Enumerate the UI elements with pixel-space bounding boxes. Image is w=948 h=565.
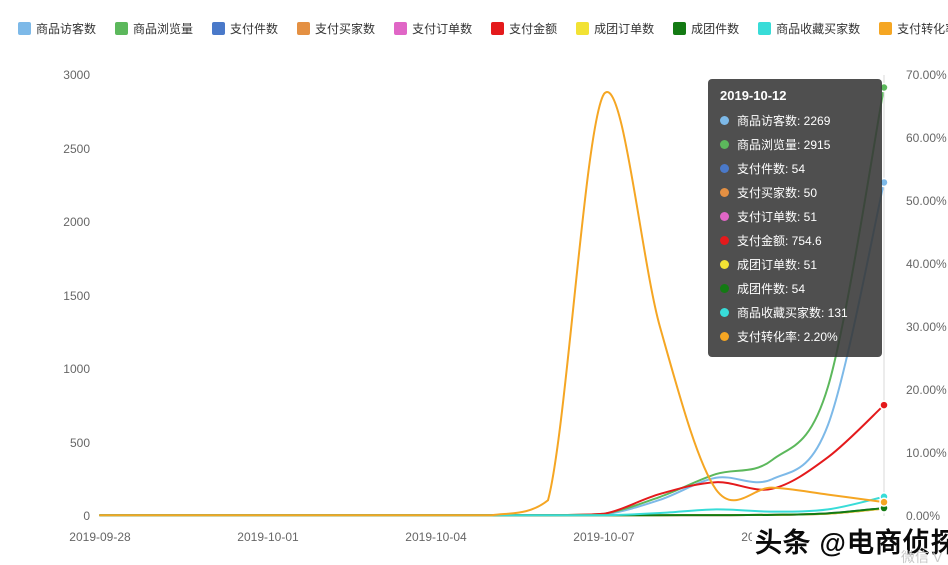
legend-label: 支付金额 [509, 22, 558, 36]
tooltip-rows: 商品访客数: 2269 商品浏览量: 2915 支付件数: 54 支付买家数: 50 支… [720, 108, 870, 348]
legend-label: 支付件数 [230, 22, 279, 36]
tooltip-row: 成团件数: 54 [720, 276, 870, 300]
tooltip-date: 2019-10-12 [720, 88, 787, 103]
legend-label: 商品访客数 [36, 22, 97, 36]
tooltip-row-text: 支付转化率: 2.20% [737, 329, 838, 344]
legend: 商品访客数 商品浏览量 支付件数 支付买家数 支付订单数 支付金额 成团订单数 成团件数 商品收… [18, 20, 948, 37]
left-axis-tick: 1000 [63, 362, 90, 376]
legend-swatch-icon [115, 22, 129, 35]
right-axis-tick: 30.00% [906, 320, 947, 334]
tooltip-row: 支付订单数: 51 [720, 204, 870, 228]
legend-label: 成团件数 [691, 22, 740, 36]
legend-swatch-icon [758, 22, 772, 35]
legend-item-4[interactable]: 支付订单数 [394, 20, 472, 37]
right-axis-tick: 60.00% [906, 131, 947, 145]
tooltip-row: 支付金额: 754.6 [720, 228, 870, 252]
legend-label: 商品收藏买家数 [776, 22, 861, 36]
tooltip-series-dot-icon [720, 307, 729, 317]
right-axis-tick: 40.00% [906, 257, 947, 271]
right-axis-tick: 0.00% [906, 509, 941, 523]
tooltip-row: 商品浏览量: 2915 [720, 132, 870, 156]
left-axis-tick: 2000 [63, 215, 90, 229]
left-axis-tick: 2500 [63, 141, 90, 156]
legend-item-5[interactable]: 支付金额 [491, 20, 557, 37]
legend-swatch-icon [297, 22, 311, 35]
tooltip-series-dot-icon [720, 235, 729, 245]
series-line-8 [99, 495, 885, 517]
x-axis-tick: 2019-09-28 [69, 530, 131, 544]
tooltip-row: 支付件数: 54 [720, 156, 870, 180]
left-axis-tick: 500 [69, 435, 90, 450]
tooltip-row-text: 商品访客数: 2269 [737, 113, 831, 128]
legend-label: 支付买家数 [315, 22, 376, 36]
legend-label: 支付转化率 [897, 22, 948, 36]
legend-item-3[interactable]: 支付买家数 [297, 20, 375, 37]
right-axis-tick: 50.00% [906, 194, 947, 208]
tooltip-series-dot-icon [720, 163, 729, 173]
tooltip-row-text: 商品收藏买家数: 131 [737, 305, 848, 320]
tooltip-row: 支付买家数: 50 [720, 180, 870, 204]
legend-item-1[interactable]: 商品浏览量 [115, 20, 193, 37]
right-axis-tick: 70.00% [906, 68, 947, 82]
legend-swatch-icon [18, 22, 31, 35]
tooltip-row-text: 支付买家数: 50 [737, 185, 818, 200]
legend-swatch-icon [491, 22, 505, 35]
legend-item-7[interactable]: 成团件数 [673, 20, 739, 37]
right-axis-tick: 20.00% [906, 383, 947, 397]
legend-swatch-icon [394, 22, 408, 35]
left-axis-tick: 1500 [63, 288, 90, 303]
tooltip-series-dot-icon [720, 259, 729, 269]
x-axis-tick: 2019-10-04 [405, 530, 467, 544]
tooltip-row: 支付转化率: 2.20% [720, 324, 870, 348]
tooltip-row-text: 支付订单数: 51 [737, 209, 818, 224]
hover-dot-5 [879, 400, 889, 410]
x-axis-tick: 2019-10-07 [573, 530, 635, 544]
x-axis-tick: 2019-10-01 [237, 530, 299, 544]
legend-item-2[interactable]: 支付件数 [212, 20, 278, 37]
series-line-5 [99, 404, 885, 517]
legend-label: 支付订单数 [412, 22, 473, 36]
legend-swatch-icon [576, 22, 590, 35]
tooltip-row: 成团订单数: 51 [720, 252, 870, 276]
watermark-side-text: 微信 V [901, 549, 943, 565]
legend-label: 商品浏览量 [133, 22, 194, 36]
tooltip-series-dot-icon [720, 331, 729, 341]
legend-swatch-icon [212, 22, 226, 35]
legend-swatch-icon [673, 22, 687, 35]
tooltip-row-text: 成团订单数: 51 [737, 257, 818, 272]
tooltip-row-text: 成团件数: 54 [737, 281, 806, 296]
legend-item-6[interactable]: 成团订单数 [576, 20, 654, 37]
tooltip-series-dot-icon [720, 115, 729, 125]
legend-label: 成团订单数 [594, 22, 655, 36]
tooltip-series-dot-icon [720, 187, 729, 197]
tooltip-row: 商品收藏买家数: 131 [720, 300, 870, 324]
tooltip-row-text: 支付件数: 54 [737, 161, 806, 176]
tooltip-row-text: 支付金额: 754.6 [737, 233, 822, 248]
tooltip-series-dot-icon [720, 283, 729, 293]
tooltip-row: 商品访客数: 2269 [720, 108, 870, 132]
tooltip: 2019-10-12 商品访客数: 2269 商品浏览量: 2915 支付件数: 5… [708, 79, 882, 357]
legend-item-0[interactable]: 商品访客数 [18, 20, 96, 37]
tooltip-series-dot-icon [720, 211, 729, 221]
legend-swatch-icon [879, 22, 893, 35]
left-axis-tick: 3000 [63, 68, 90, 82]
tooltip-row-text: 商品浏览量: 2915 [737, 137, 831, 152]
legend-item-9[interactable]: 支付转化率 [879, 20, 948, 37]
legend-item-8[interactable]: 商品收藏买家数 [758, 20, 860, 37]
watermark-text: 头条 @电商侦探 [752, 521, 948, 560]
tooltip-series-dot-icon [720, 139, 729, 149]
series-line-9 [99, 90, 885, 517]
right-axis-tick: 10.00% [906, 446, 947, 460]
left-axis-tick: 0 [83, 509, 90, 523]
hover-dot-9 [879, 497, 889, 507]
